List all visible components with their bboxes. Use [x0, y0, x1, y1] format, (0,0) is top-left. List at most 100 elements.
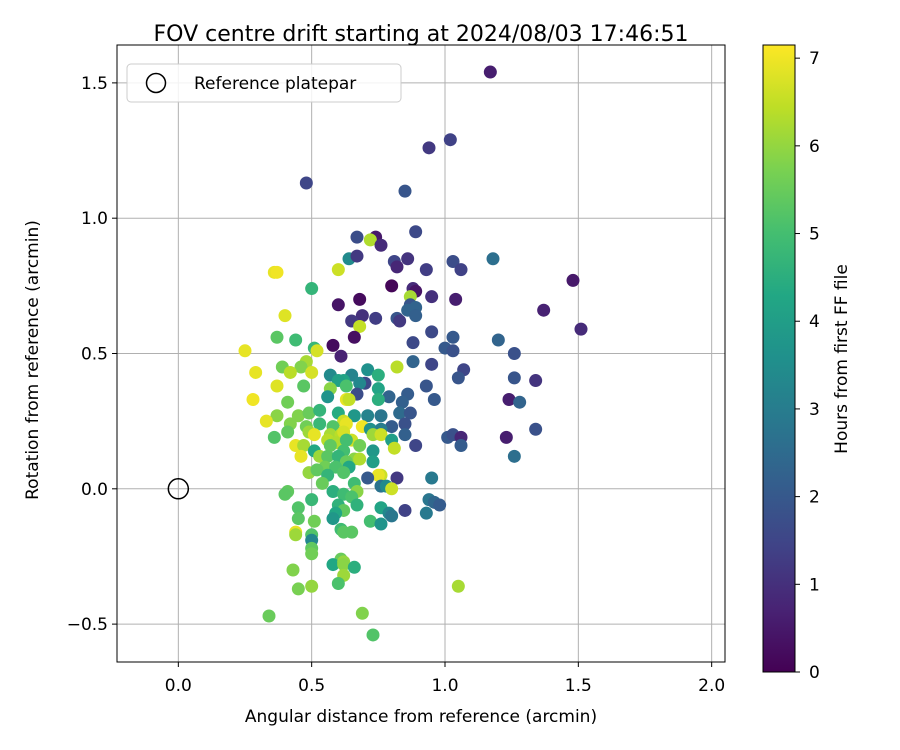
data-point — [326, 338, 340, 352]
y-tick-label: 0.5 — [81, 345, 108, 365]
data-point — [302, 406, 316, 420]
data-point — [385, 420, 399, 434]
data-point — [451, 371, 465, 385]
data-point — [238, 344, 252, 358]
data-point — [409, 309, 423, 323]
data-point — [361, 363, 375, 377]
data-point — [305, 282, 319, 296]
data-point — [529, 374, 543, 388]
data-point — [337, 466, 351, 480]
data-point — [310, 463, 324, 477]
data-point — [353, 319, 367, 333]
data-point — [339, 379, 353, 393]
data-point — [337, 558, 351, 572]
data-point — [281, 395, 295, 409]
data-point — [331, 263, 345, 277]
data-point — [337, 525, 351, 539]
colorbar-tick-label: 1 — [809, 575, 820, 595]
data-point — [390, 471, 404, 485]
data-point — [363, 233, 377, 247]
data-point — [446, 330, 460, 344]
data-point — [425, 290, 439, 304]
data-point — [347, 409, 361, 423]
data-point — [267, 430, 281, 444]
data-point — [305, 579, 319, 593]
data-point — [323, 439, 337, 453]
data-point — [353, 376, 367, 390]
data-point — [409, 439, 423, 453]
data-point — [425, 325, 439, 339]
data-point — [507, 371, 521, 385]
data-point — [326, 558, 340, 572]
data-point — [398, 184, 412, 198]
data-point — [246, 393, 260, 407]
data-point — [422, 141, 436, 155]
data-point — [446, 344, 460, 358]
data-point — [446, 254, 460, 268]
y-tick-label: 0.0 — [81, 480, 108, 500]
data-point — [419, 379, 433, 393]
data-point — [353, 452, 367, 466]
data-point — [398, 503, 412, 517]
data-point — [289, 333, 303, 347]
data-point — [499, 430, 513, 444]
data-point — [491, 333, 505, 347]
data-point — [387, 441, 401, 455]
x-tick-label: 0.5 — [298, 676, 325, 696]
data-point — [350, 498, 364, 512]
data-point — [283, 365, 297, 379]
data-point — [270, 330, 284, 344]
data-point — [363, 514, 377, 528]
data-point — [371, 393, 385, 407]
data-point — [299, 176, 313, 190]
colorbar-tick-label: 3 — [809, 400, 820, 420]
data-point — [291, 512, 305, 526]
data-point — [409, 225, 423, 239]
data-point — [361, 471, 375, 485]
data-point — [419, 263, 433, 277]
legend-box — [126, 63, 402, 103]
data-point — [401, 252, 415, 266]
data-point — [374, 409, 388, 423]
data-point — [393, 314, 407, 328]
chart-title: FOV centre drift starting at 2024/08/03 … — [154, 22, 689, 47]
data-point — [305, 493, 319, 507]
data-point — [350, 230, 364, 244]
data-point — [566, 273, 580, 287]
colorbar-tick-label: 5 — [809, 225, 820, 245]
data-point — [249, 365, 263, 379]
colorbar-tick-label: 4 — [809, 312, 820, 332]
data-point — [374, 428, 388, 442]
data-point — [403, 406, 417, 420]
plot-area — [116, 44, 726, 663]
colorbar-tick-label: 0 — [809, 663, 820, 683]
data-point — [331, 577, 345, 591]
data-point — [326, 512, 340, 526]
colorbar-ticks: 0 1 2 3 4 5 6 7 — [795, 49, 820, 683]
data-point — [398, 417, 412, 431]
colorbar-tick-label: 6 — [809, 137, 820, 157]
data-point — [270, 409, 284, 423]
data-point — [433, 498, 447, 512]
legend-entry: Reference platepar — [194, 74, 356, 94]
data-point — [313, 403, 327, 417]
data-point — [305, 547, 319, 561]
data-point — [270, 265, 284, 279]
data-point — [353, 439, 367, 453]
data-point — [291, 409, 305, 423]
data-point — [289, 528, 303, 542]
colorbar-tick-label: 7 — [809, 49, 820, 69]
data-point — [270, 379, 284, 393]
data-point — [454, 439, 468, 453]
data-point — [307, 514, 321, 528]
data-point — [427, 393, 441, 407]
data-point — [262, 609, 276, 623]
data-point — [385, 509, 399, 523]
data-point — [294, 449, 308, 463]
data-point — [419, 506, 433, 520]
data-point — [513, 395, 527, 409]
data-point — [406, 355, 420, 369]
data-point — [297, 439, 311, 453]
data-point — [454, 263, 468, 277]
data-point — [291, 582, 305, 596]
